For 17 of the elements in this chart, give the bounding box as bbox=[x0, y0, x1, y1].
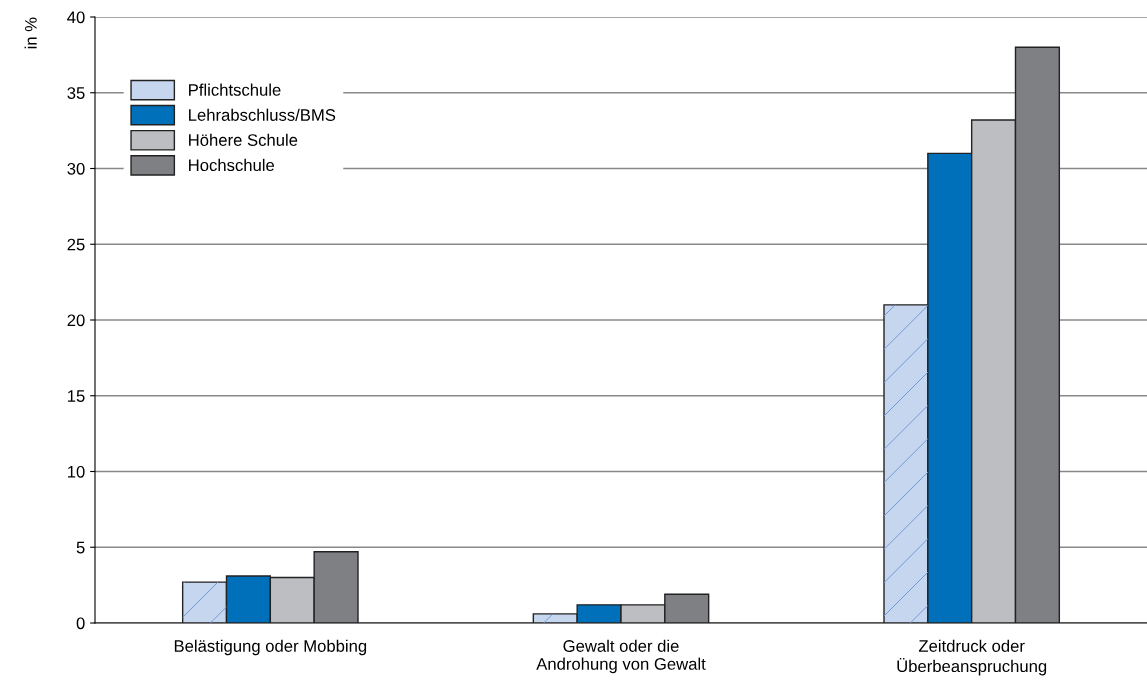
y-tick-label: 10 bbox=[68, 465, 85, 478]
legend-label: Lehrabschluss/BMS bbox=[189, 108, 336, 121]
x-tick-label: Belästigung oder Mobbing bbox=[174, 639, 367, 656]
legend-label: Hochschule bbox=[189, 158, 275, 172]
y-tick-label: 35 bbox=[67, 87, 85, 99]
legend-label: Höhere Schule bbox=[189, 133, 298, 146]
y-tick-label: 30 bbox=[67, 162, 85, 175]
y-tick-label: 15 bbox=[68, 390, 85, 402]
legend-label: Pflichtschule bbox=[189, 83, 281, 96]
y-tick-label: 0 bbox=[76, 617, 85, 630]
y-tick-label: 20 bbox=[67, 314, 85, 327]
x-tick-label: Gewalt oder die Androhung von Gewalt bbox=[536, 639, 706, 674]
y-tick-label: 5 bbox=[76, 541, 85, 554]
y-tick-label: 25 bbox=[67, 238, 85, 251]
y-tick-label: 40 bbox=[67, 11, 85, 24]
y-axis-title: in % bbox=[24, 17, 37, 49]
x-tick-label: Zeitdruck oder Überbeanspruchung bbox=[897, 639, 1047, 676]
